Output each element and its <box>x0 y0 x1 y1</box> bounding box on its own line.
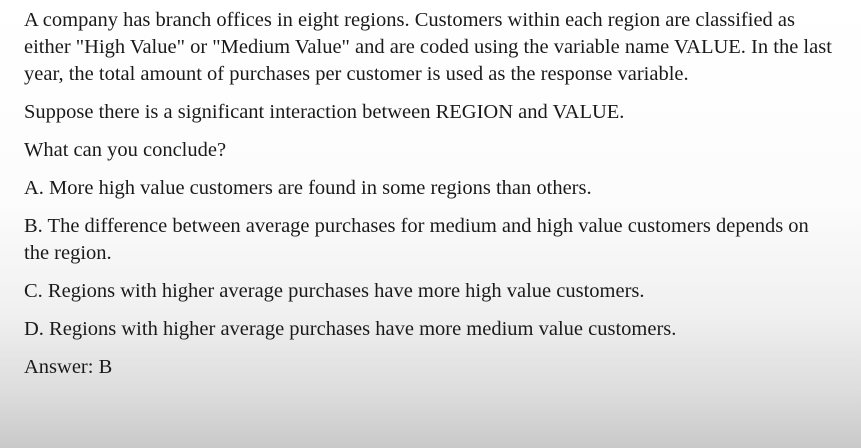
option-d: D. Regions with higher average purchases… <box>24 318 677 340</box>
option-a: A. More high value customers are found i… <box>24 177 592 199</box>
question-premise: Suppose there is a significant interacti… <box>24 101 625 123</box>
question-intro: A company has branch offices in eight re… <box>24 9 832 85</box>
question-prompt: What can you conclude? <box>24 139 227 161</box>
answer-text: Answer: B <box>24 356 113 378</box>
quiz-slide: A company has branch offices in eight re… <box>24 7 836 381</box>
option-b: B. The difference between average purcha… <box>24 215 809 264</box>
option-c: C. Regions with higher average purchases… <box>24 280 645 302</box>
